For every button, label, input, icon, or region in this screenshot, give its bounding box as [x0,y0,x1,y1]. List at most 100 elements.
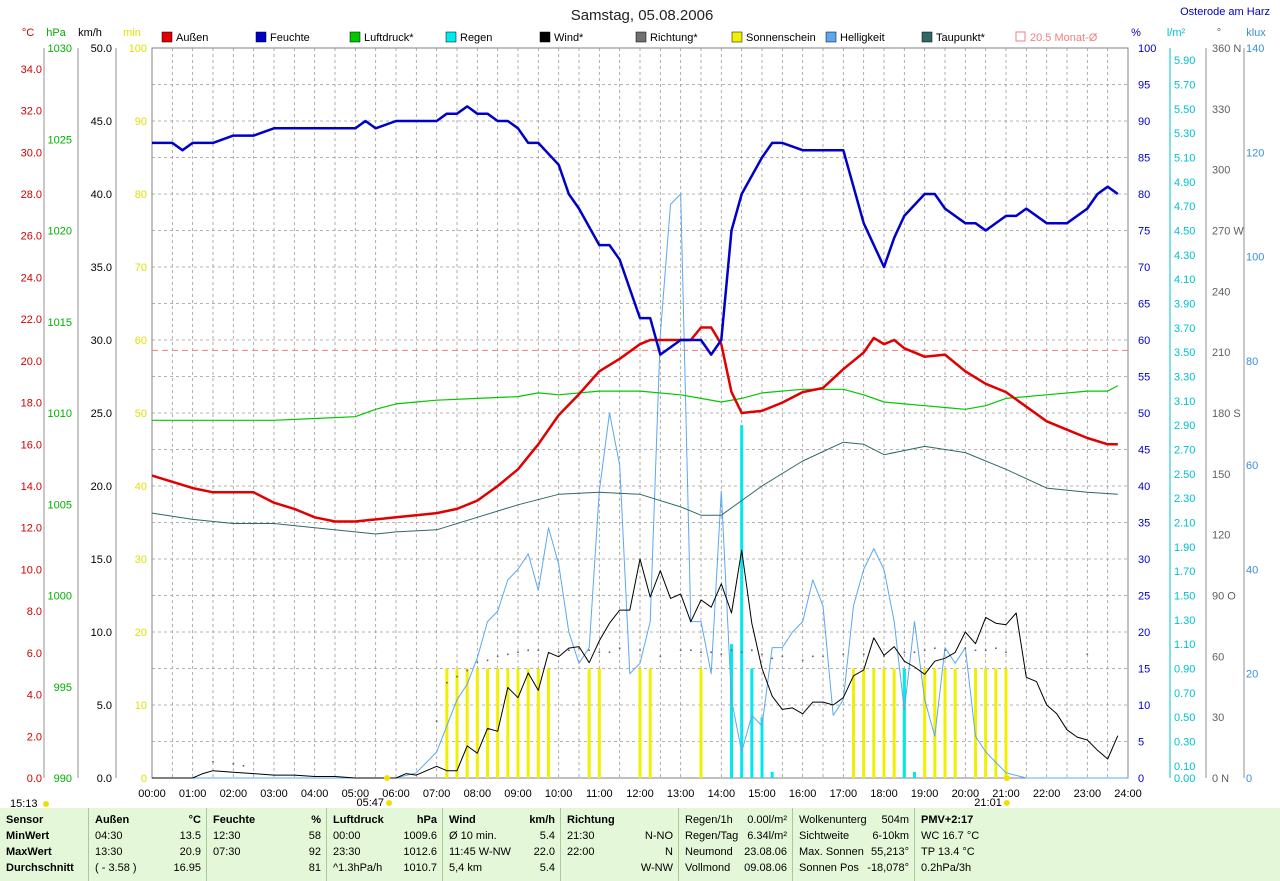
humidity-tick: 80 [1138,189,1150,201]
footer-unit: % [311,814,321,826]
legend-label: Sonnenschein [746,32,816,44]
wind-tick: 25.0 [91,408,112,420]
footer-cell-right: 5.4 [539,830,555,842]
footer-header: Wind [449,814,476,826]
footer-cell-left: Regen/Tag [685,830,739,842]
legend-swatch [635,31,647,43]
footer-cell-left: Ø 10 min. [449,830,497,842]
direction-dot [690,649,692,652]
footer-cell-right: 504m [881,814,909,826]
footer-cell-right: 92 [308,846,321,858]
footer-cell-left: WC 16.7 °C [921,830,980,842]
rain-tick: 1.30 [1174,615,1195,627]
time-tick: 13:00 [667,788,695,800]
axis-unit: km/h [78,27,102,39]
rain-tick: 1.50 [1174,591,1195,603]
time-tick: 18:00 [870,788,898,800]
footer-cell-right: 1010.7 [403,862,437,874]
temp-tick: 18.0 [21,398,42,410]
footer-cell-left: 04:30 [95,830,123,842]
direction-dot [740,651,743,654]
axis-unit: l/m² [1167,27,1186,39]
sun-tick: 90 [135,116,147,128]
pressure-tick: 1005 [48,499,72,511]
rain-tick: 5.70 [1174,80,1195,92]
direction-dot [720,653,723,656]
direction-dot [507,653,509,656]
direction-dot [496,655,499,658]
temp-tick: 2.0 [27,731,42,743]
pressure-tick: 990 [54,773,72,785]
direction-dot [862,653,865,656]
direction-dot [466,669,468,672]
footer-cell-left: Sonnen Pos [799,862,859,874]
rain-bar [730,644,733,778]
direction-dot [435,720,438,723]
legend-label: Wind* [554,32,584,44]
footer-header: Feuchte [213,814,256,826]
wind-line [152,549,1119,779]
footer-cell-left: 00:00 [333,830,361,842]
footer-cell-left: ^1.3hPa/h [333,862,383,874]
wind-tick: 15.0 [91,554,112,566]
sunshine-bar [984,668,988,778]
legend-label: Richtung* [650,32,698,44]
pressure-tick: 1025 [48,134,72,146]
direction-dot [557,651,560,654]
brightness-tick: 0 [1246,773,1252,785]
footer-row-label: MaxWert [6,846,52,858]
direction-tick: 30 [1212,712,1224,724]
rain-bar [760,717,764,778]
direction-dot [456,675,458,678]
rain-tick: 0.50 [1174,712,1195,724]
legend-label: 20.5 Monat-Ø [1030,32,1098,44]
direction-dot [781,655,784,658]
footer-cell-right: 22.0 [533,846,555,858]
footer-header: PMV+2:17 [921,814,974,826]
sunshine-bar [994,668,998,778]
rain-tick: 2.70 [1174,445,1195,457]
footer-row-label: Durchschnitt [6,862,74,874]
rain-tick: 3.90 [1174,299,1195,311]
direction-dot [903,651,906,654]
footer-column: Außen °C 04:30 13.5 13:30 20.9 ( - 3.58 ) 16.95 [88,808,207,881]
time-tick: 15:00 [748,788,776,800]
legend-swatch [1015,31,1026,42]
rain-tick: 5.90 [1174,55,1195,67]
rain-tick: 3.50 [1174,347,1195,359]
sunshine-bar [638,668,642,778]
sun-tick: 0 [141,773,147,785]
direction-dot [771,657,773,660]
rain-tick: 5.30 [1174,128,1195,140]
direction-dot [659,655,662,658]
direction-dot [751,649,753,652]
sun-tick: 70 [135,262,147,274]
direction-dot [232,763,235,765]
legend-swatch [825,31,837,43]
pressure-tick: 1000 [48,591,72,603]
humidity-tick: 10 [1138,700,1150,712]
sun-tick: 20 [135,627,147,639]
time-tick: 20:00 [952,788,980,800]
brightness-tick: 40 [1246,564,1258,576]
footer-cell-left: Neumond [685,846,733,858]
footer-cell-right: 09.08.06 [744,862,787,874]
humidity-tick: 0 [1138,773,1144,785]
humidity-tick: 55 [1138,372,1150,384]
rain-tick: 0.00 [1174,773,1195,785]
sunshine-bar [648,668,652,778]
time-tick: 19:00 [911,788,939,800]
rain-tick: 5.10 [1174,153,1195,165]
footer-cell-right: 13.5 [179,830,201,842]
temp-tick: 22.0 [21,314,42,326]
humidity-tick: 60 [1138,335,1150,347]
rain-bar [740,425,744,778]
rain-bar [750,668,754,778]
wind-tick: 45.0 [91,116,112,128]
direction-dot [1005,651,1007,654]
sunshine-bar [923,668,927,778]
footer-column: Feuchte% 12:30 58 07:30 92 81 [206,808,327,881]
humidity-tick: 45 [1138,445,1150,457]
legend-label: Taupunkt* [936,32,986,44]
weather-chart: Samstag, 05.08.2006 Osterode am Harz Auß… [10,6,1270,808]
